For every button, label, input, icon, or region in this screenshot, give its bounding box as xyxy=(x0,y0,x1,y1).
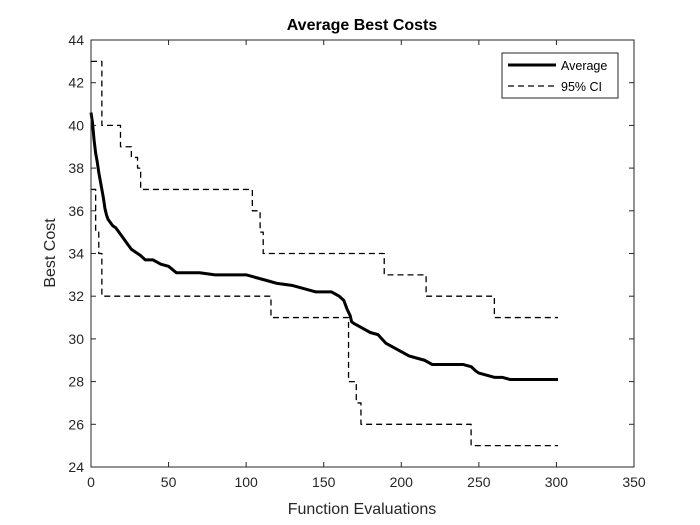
x-tick-label: 250 xyxy=(467,474,491,490)
x-tick-label: 0 xyxy=(87,474,95,490)
x-tick-label: 200 xyxy=(390,474,414,490)
legend-ci-label: 95% CI xyxy=(561,80,602,94)
y-axis-label: Best Cost xyxy=(42,218,59,288)
y-tick-label: 26 xyxy=(68,416,84,432)
legend: Average 95% CI xyxy=(501,52,619,99)
plot-frame xyxy=(90,39,635,468)
x-tick-label: 100 xyxy=(234,474,258,490)
x-tick-label: 350 xyxy=(622,474,646,490)
y-tick-label: 34 xyxy=(68,246,84,262)
y-tick-label: 30 xyxy=(68,331,84,347)
series-layer xyxy=(89,60,558,447)
y-tick-label: 40 xyxy=(68,117,84,133)
series-line-ci-lower xyxy=(91,188,558,447)
legend-box xyxy=(501,52,619,99)
legend-average-label: Average xyxy=(561,59,607,73)
tick-labels: 0 50 100 150 200 250 300 350 24 26 28 30 32 34 36 38 40 4… xyxy=(68,32,645,490)
y-tick-label: 24 xyxy=(68,459,84,475)
series-line-average xyxy=(89,112,558,381)
x-tick-label: 50 xyxy=(161,474,177,490)
y-tick-label: 44 xyxy=(68,32,84,48)
y-tick-label: 42 xyxy=(68,75,84,91)
x-axis-label: Function Evaluations xyxy=(288,501,437,518)
y-tick-label: 32 xyxy=(68,288,84,304)
y-tick-label: 38 xyxy=(68,160,84,176)
x-tick-label: 300 xyxy=(545,474,569,490)
chart-title: Average Best Costs xyxy=(287,17,438,34)
x-tick-label: 150 xyxy=(312,474,336,490)
series-line-ci-upper xyxy=(91,60,558,319)
y-tick-label: 36 xyxy=(68,203,84,219)
y-tick-label: 28 xyxy=(68,374,84,390)
